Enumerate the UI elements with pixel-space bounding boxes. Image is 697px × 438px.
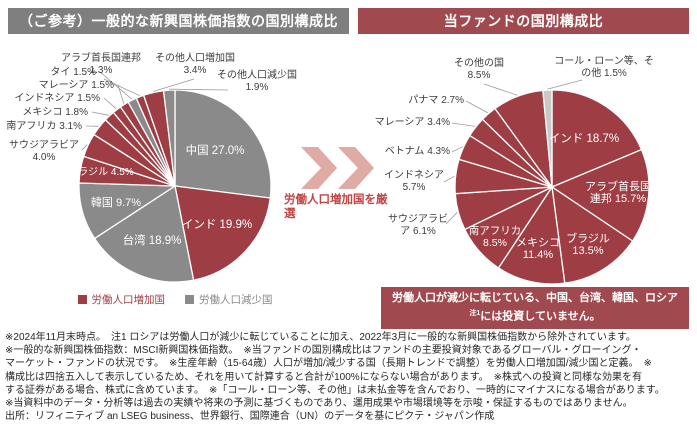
pie-slice-label: サウジアラビア 6.1% <box>388 214 448 237</box>
fund-note-footnote-ref: 注1 <box>469 310 481 317</box>
leader-line <box>169 88 229 91</box>
leader-line <box>103 97 117 110</box>
pie-slice-label: アラブ首長国連邦 15.7% <box>585 181 651 205</box>
pie-slice-label: マレーシア 3.4% <box>374 117 450 128</box>
pie-slice-label: ブラジル 4.5% <box>68 167 134 178</box>
pie-slice-label: コール・ローン等、その他 1.5% <box>554 56 654 79</box>
selection-caption: 労働人口増加国を厳選 <box>284 194 388 220</box>
legend-item: 労働人口減少国 <box>185 292 273 307</box>
source-line: 出所：リフィニティブ an LSEG business、世界銀行、国際連合（UN… <box>5 411 495 423</box>
fund-note-text-2: には投資していません。 <box>480 310 601 323</box>
pie-slice-label: マレーシア 1.5% <box>38 80 114 91</box>
pie-slice <box>174 185 271 281</box>
leader-line <box>153 78 195 92</box>
legend-swatch-icon <box>185 295 194 304</box>
pie-charts-canvas <box>78 71 650 285</box>
pie-slice-label: インドネシア 1.5% <box>14 93 100 104</box>
pie-slice <box>174 89 272 199</box>
pie-slice-label: 南アフリカ 3.1% <box>6 121 82 132</box>
pie-slice-label: 中国 27.0% <box>185 145 245 157</box>
leader-line <box>103 78 140 97</box>
left-panel-title: （ご参考）一般的な新興国株価指数の国別構成比 <box>8 8 349 34</box>
footnote-line: ※一般的な新興国株価指数：MSCI新興国株価指数。 ※当ファンドの国別構成比はフ… <box>5 345 642 357</box>
chevron-arrow-icon <box>301 147 374 189</box>
right-panel-title: 当ファンドの国別構成比 <box>358 8 689 34</box>
pie-slice-label: 韓国 9.7% <box>90 197 142 209</box>
legend-label: 労働人口増加国 <box>91 294 166 306</box>
legend-item: 労働人口増加国 <box>77 292 166 307</box>
leader-line <box>465 100 489 114</box>
leader-line <box>91 111 109 116</box>
pie-slice <box>551 185 634 284</box>
pie-slice-label: ベトナム 4.3% <box>384 146 450 157</box>
footnote-block: ※2024年11月末時点。 注1 ロシアは労働人口が減少に転じていることに加え、… <box>5 331 695 423</box>
legend-label: 労働人口減少国 <box>199 294 273 306</box>
leader-line <box>451 146 463 153</box>
pie-slice-label: ブラジル 13.5% <box>566 233 610 257</box>
pie-slice <box>551 89 643 188</box>
pie-slice <box>550 148 650 242</box>
fund-note-text: 労働人口が減少に転じている、中国、台湾、韓国、ロシア <box>392 292 678 304</box>
leader-line <box>81 144 88 151</box>
leader-line <box>483 83 518 96</box>
pie-slice-label: メキシコ 11.4% <box>516 237 560 261</box>
legend-swatch-icon <box>77 295 87 304</box>
pie-slice-label: 南アフリカ 8.5% <box>468 225 522 249</box>
pie-slice-label: アラブ首長国連邦 1.3% <box>61 53 141 76</box>
footnote-line: ※当資料中のデータ・分析等は過去の実績や将来の予測に基づくものであり、運用成果や… <box>5 398 633 410</box>
pie-slice-label: その他人口増加国 3.4% <box>155 53 235 76</box>
leader-line <box>443 175 455 183</box>
footnote-line: マーケット・ファンドの状況です。 ※生産年齢（15-64歳）人口が増加/減少する… <box>5 358 652 370</box>
pie-slice-label: タイ 1.5% <box>50 67 96 78</box>
pie-slice-label: その他人口減少国 1.9% <box>217 70 297 93</box>
leader-line <box>445 212 458 225</box>
fund-note: 労働人口が減少に転じている、中国、台湾、韓国、ロシア注1には投資していません。 <box>381 287 689 329</box>
pie-slice <box>497 185 566 285</box>
legend: 労働人口増加国 労働人口減少国 <box>0 292 350 307</box>
pie-slice-label: メキシコ 1.8% <box>22 107 88 118</box>
pie-slice-label: インド 19.9% <box>181 219 253 231</box>
footnote-line: ※2024年11月末時点。 注1 ロシアは労働人口が減少に転じていることに加え、… <box>5 332 636 343</box>
pie-slice-label: その他の国 8.5% <box>454 58 504 81</box>
footnote-line: 構成比は四捨五入して表示しているため、それを用いて計算すると合計が100%になら… <box>5 371 643 383</box>
pie-slice-label: インド 18.7% <box>548 133 620 145</box>
pie-slice <box>93 184 195 283</box>
pie-slice-label: 台湾 18.9% <box>122 235 182 247</box>
leader-line <box>547 79 583 90</box>
footnote-line: する証券がある場合、株式に含めています。 ※「コール・ローン等、その他」は未払金… <box>5 384 665 396</box>
pie-slice-label: サウジアラビア 4.0% <box>9 140 79 163</box>
pie-slice-label: パナマ 2.7% <box>408 95 464 106</box>
pie-slice <box>542 89 553 188</box>
leader-line <box>99 71 133 100</box>
pie-slice-label: インドネシア 5.7% <box>384 170 444 193</box>
leader-line <box>451 122 475 127</box>
pie-slice <box>162 89 176 187</box>
